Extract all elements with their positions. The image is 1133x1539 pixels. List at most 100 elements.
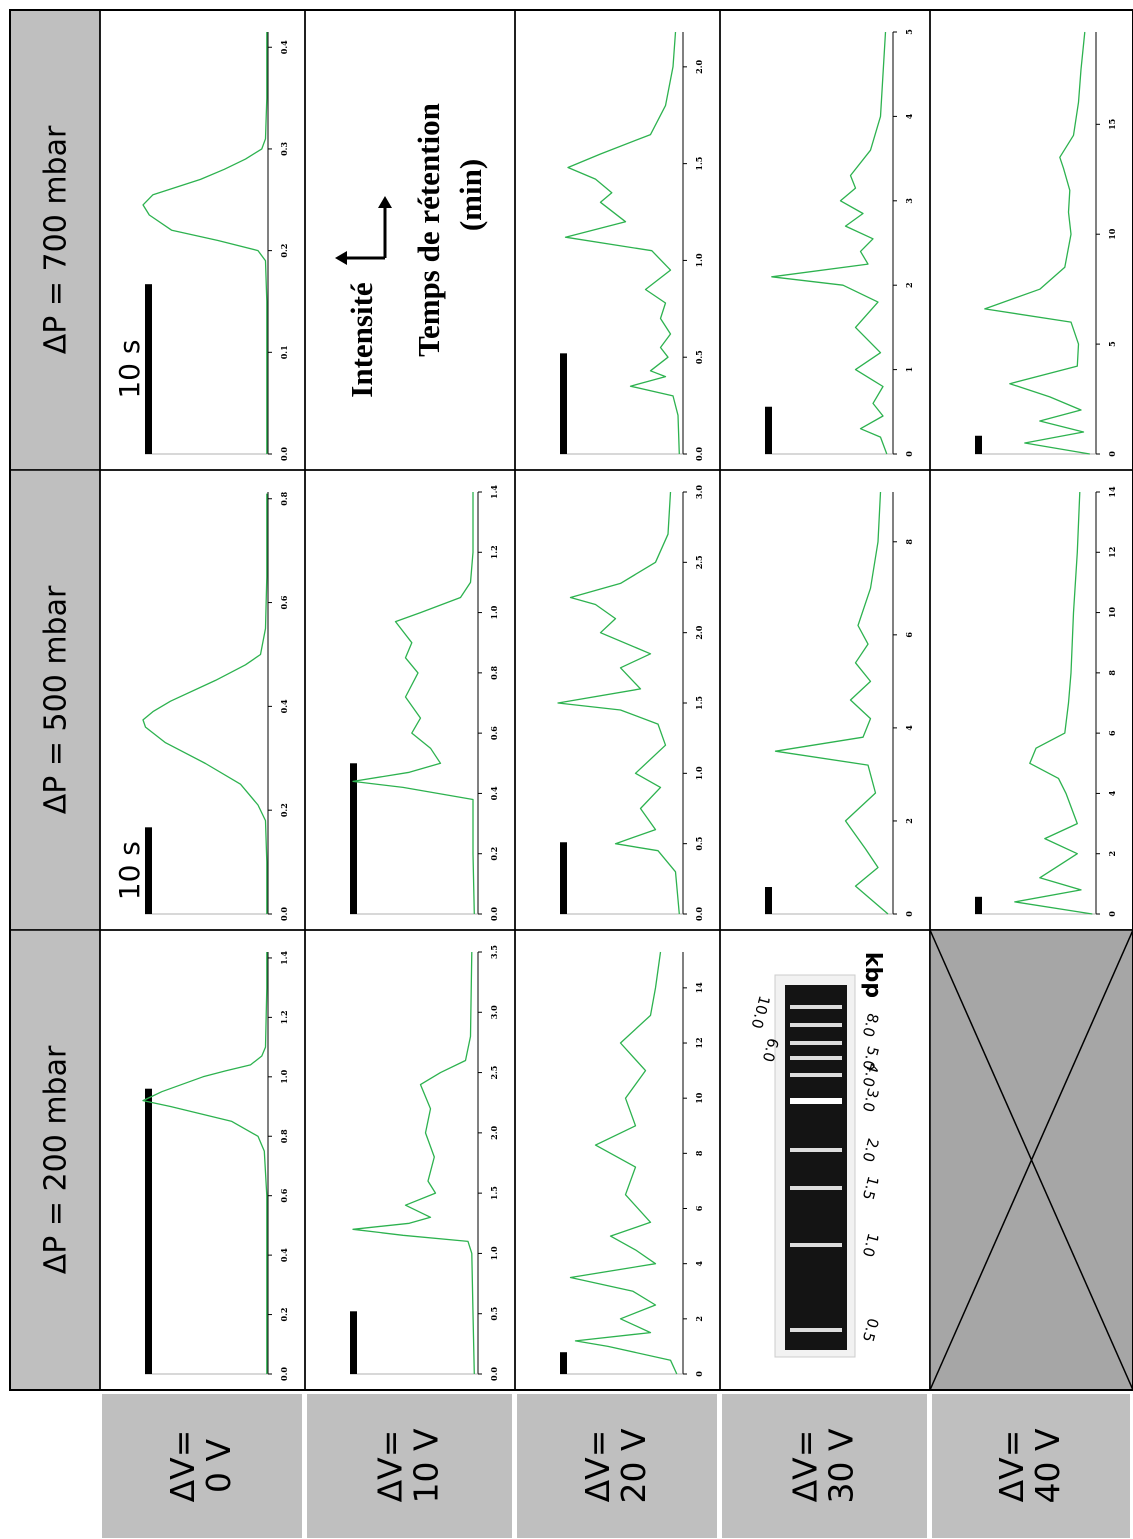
x-tick-label: 1.4 bbox=[489, 485, 499, 499]
col-header: ΔP = 200 mbar bbox=[39, 1045, 74, 1274]
row-header: 0 V bbox=[199, 1439, 238, 1493]
x-tick-label: 0.6 bbox=[279, 1188, 289, 1202]
gel-band-label: 5.0 bbox=[859, 1044, 883, 1072]
x-tick-label: 10 bbox=[1107, 607, 1117, 619]
row-header-cell bbox=[515, 1392, 719, 1539]
x-tick-label: 15 bbox=[1107, 119, 1117, 130]
scale-bar bbox=[145, 284, 152, 454]
x-tick-label: 8 bbox=[694, 1150, 704, 1156]
trace bbox=[352, 951, 475, 1375]
x-tick-label: 0.0 bbox=[489, 907, 499, 921]
scale-bar bbox=[145, 1088, 152, 1374]
header-cell bbox=[9, 9, 101, 471]
x-tick-label: 0 bbox=[904, 451, 914, 457]
x-tick-label: 2.0 bbox=[694, 625, 704, 639]
x-tick-label: 0 bbox=[1107, 451, 1117, 457]
x-tick-label: 0.5 bbox=[489, 1307, 499, 1321]
x-tick-label: 1.0 bbox=[279, 1069, 289, 1083]
x-tick-label: 0 bbox=[694, 1371, 704, 1377]
cross-line bbox=[929, 929, 1133, 1391]
x-tick-label: 0 bbox=[904, 911, 914, 917]
x-tick-label: 4 bbox=[904, 113, 914, 119]
x-tick-label: 6 bbox=[1107, 730, 1117, 736]
row-header: ΔV= bbox=[371, 1430, 410, 1503]
scale-label: 10 s bbox=[113, 340, 146, 399]
x-tick-label: 0.0 bbox=[279, 447, 289, 461]
x-tick-label: 3.0 bbox=[694, 485, 704, 499]
row-header-cell bbox=[720, 1392, 929, 1539]
scale-bar bbox=[975, 896, 982, 914]
scale-bar bbox=[350, 763, 357, 914]
x-tick-label: 0.6 bbox=[489, 726, 499, 740]
x-tick-label: 1.0 bbox=[489, 605, 499, 619]
x-tick-label: 4 bbox=[1107, 790, 1117, 796]
legend-intensity: Intensité bbox=[344, 282, 379, 397]
x-tick-label: 0.8 bbox=[279, 1129, 289, 1143]
row-header-cell bbox=[305, 1392, 514, 1539]
trace bbox=[984, 31, 1090, 455]
gel-band-label: 2.0 bbox=[859, 1136, 883, 1164]
row-header: ΔV= bbox=[992, 1430, 1031, 1503]
x-tick-label: 14 bbox=[694, 982, 704, 994]
x-tick-label: 0.5 bbox=[694, 350, 704, 364]
x-tick-label: 1.4 bbox=[279, 951, 289, 965]
col-header: ΔP = 700 mbar bbox=[39, 125, 74, 354]
gel-band bbox=[790, 1005, 842, 1009]
gel-band bbox=[790, 1041, 842, 1045]
x-tick-label: 0.4 bbox=[279, 699, 289, 713]
gel-band bbox=[790, 1243, 842, 1247]
x-tick-label: 0.2 bbox=[279, 803, 289, 817]
x-tick-label: 10 bbox=[1107, 228, 1117, 240]
gel-band bbox=[790, 1328, 842, 1332]
gel-band bbox=[790, 1023, 842, 1027]
x-tick-label: 2 bbox=[904, 282, 914, 288]
trace bbox=[774, 491, 889, 915]
x-tick-label: 12 bbox=[694, 1037, 704, 1048]
scale-bar bbox=[765, 887, 772, 914]
x-tick-label: 0.5 bbox=[694, 837, 704, 851]
x-tick-label: 0.2 bbox=[279, 1308, 289, 1322]
row-header-cell bbox=[100, 1392, 304, 1539]
x-tick-label: 0.1 bbox=[279, 345, 289, 359]
x-tick-label: 0.8 bbox=[489, 665, 499, 679]
x-tick-label: 3.0 bbox=[489, 1005, 499, 1019]
x-tick-label: 2.5 bbox=[694, 555, 704, 569]
row-header: ΔV= bbox=[786, 1430, 825, 1503]
x-tick-label: 2 bbox=[904, 818, 914, 824]
gel-band bbox=[790, 1073, 842, 1077]
header-cell bbox=[9, 929, 101, 1391]
x-tick-label: 0.0 bbox=[694, 907, 704, 921]
x-tick-label: 14 bbox=[1107, 486, 1117, 498]
x-tick-label: 4 bbox=[694, 1260, 704, 1266]
legend-unit: (min) bbox=[453, 159, 488, 231]
trace bbox=[569, 951, 678, 1375]
x-tick-label: 5 bbox=[904, 29, 914, 35]
x-tick-label: 2.5 bbox=[489, 1066, 499, 1080]
x-tick-label: 5 bbox=[1107, 341, 1117, 347]
x-tick-label: 6 bbox=[694, 1205, 704, 1211]
scale-label: 10 s bbox=[113, 841, 146, 900]
x-tick-label: 0.4 bbox=[279, 40, 289, 54]
table-border bbox=[9, 9, 1133, 1391]
gel-unit: kbp bbox=[860, 952, 885, 998]
gel-band-label: 1.0 bbox=[859, 1231, 883, 1259]
arrowhead bbox=[378, 196, 392, 208]
x-tick-label: 1.5 bbox=[694, 696, 704, 710]
x-tick-label: 1.5 bbox=[489, 1186, 499, 1200]
x-tick-label: 2 bbox=[1107, 851, 1117, 857]
x-tick-label: 2 bbox=[694, 1316, 704, 1322]
row-header-cell bbox=[930, 1392, 1132, 1539]
gel-band-label: 8.0 bbox=[859, 1011, 883, 1039]
x-tick-label: 1.2 bbox=[489, 545, 499, 559]
x-tick-label: 1.0 bbox=[694, 766, 704, 780]
gel-band-label: 0.5 bbox=[859, 1316, 883, 1344]
x-tick-label: 0.8 bbox=[279, 491, 289, 505]
x-tick-label: 1.0 bbox=[694, 253, 704, 267]
trace bbox=[564, 31, 680, 455]
x-tick-label: 0.0 bbox=[694, 447, 704, 461]
gel-band bbox=[790, 1186, 842, 1190]
gel bbox=[785, 985, 847, 1350]
x-tick-label: 2.0 bbox=[489, 1125, 499, 1139]
scale-bar bbox=[560, 353, 567, 454]
gel-band-label: 1.5 bbox=[859, 1174, 883, 1202]
